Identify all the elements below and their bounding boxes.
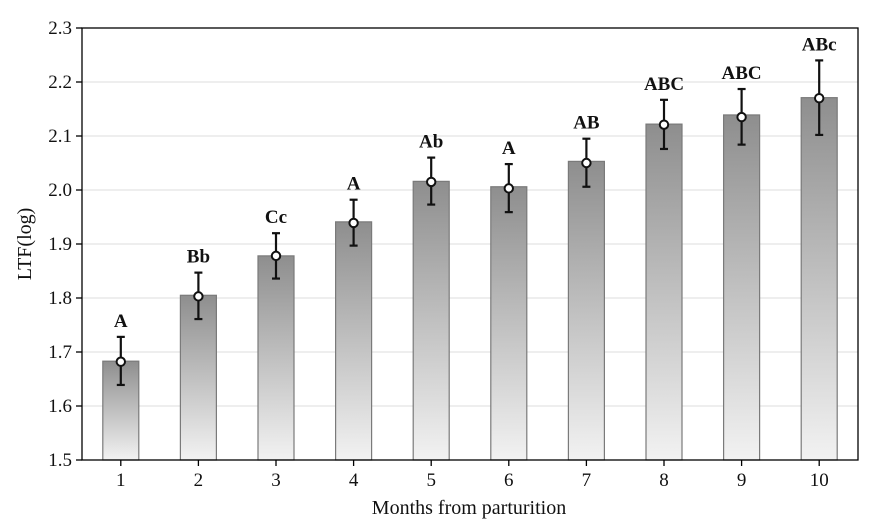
x-tick-label: 4 bbox=[349, 470, 359, 491]
x-tick-label: 2 bbox=[194, 470, 204, 491]
ticks-layer: 1.5 1.6 1.7 1.8 1.9 2.0 2.1 2.2 2.3 1 2 3 4 5 6 7 8 9 10 bbox=[48, 18, 828, 491]
y-tick-label: 1.7 bbox=[48, 342, 72, 363]
group-label: Cc bbox=[265, 207, 287, 228]
mean-point bbox=[503, 183, 514, 194]
x-tick-label: 7 bbox=[582, 470, 592, 491]
mean-point bbox=[814, 93, 825, 104]
x-tick-label: 6 bbox=[504, 470, 514, 491]
bar bbox=[335, 221, 373, 461]
bar bbox=[567, 160, 606, 461]
y-tick-label: 1.9 bbox=[48, 234, 72, 255]
bar bbox=[800, 97, 838, 461]
group-label: A bbox=[347, 174, 361, 195]
group-label: Bb bbox=[187, 247, 210, 268]
y-tick-label: 1.6 bbox=[48, 396, 72, 417]
y-tick-label: 2.3 bbox=[48, 18, 72, 39]
group-label: AB bbox=[573, 113, 600, 134]
y-tick-label: 1.8 bbox=[48, 288, 72, 309]
mean-point bbox=[581, 157, 592, 169]
group-label: A bbox=[114, 311, 128, 332]
x-tick-label: 5 bbox=[426, 470, 436, 491]
group-label: ABC bbox=[644, 74, 684, 95]
x-tick-label: 10 bbox=[810, 470, 829, 491]
mean-point bbox=[736, 111, 747, 123]
mean-point bbox=[193, 291, 204, 302]
y-tick-label: 1.5 bbox=[48, 450, 72, 471]
bar bbox=[645, 123, 683, 461]
x-axis-label: Months from parturition bbox=[372, 497, 566, 519]
y-tick-label: 2.1 bbox=[48, 126, 72, 147]
x-tick-label: 8 bbox=[659, 470, 669, 491]
bar bbox=[412, 180, 450, 461]
bar bbox=[722, 114, 761, 461]
group-label: ABC bbox=[722, 63, 762, 84]
mean-point bbox=[348, 217, 359, 229]
group-labels-layer: A Bb Cc A Ab A AB ABC ABC ABc bbox=[114, 34, 837, 331]
x-tick-label: 3 bbox=[271, 470, 281, 491]
mean-point bbox=[426, 176, 437, 188]
bar bbox=[257, 255, 295, 461]
mean-point bbox=[270, 250, 282, 262]
bar bbox=[490, 186, 528, 461]
y-axis-label: LTF(log) bbox=[14, 208, 36, 281]
x-tick-label: 9 bbox=[737, 470, 747, 491]
bar bbox=[179, 294, 217, 461]
y-tick-label: 2.2 bbox=[48, 72, 72, 93]
group-label: A bbox=[502, 138, 516, 159]
group-label: ABc bbox=[802, 34, 837, 55]
mean-point bbox=[658, 119, 670, 130]
error-bars-layer bbox=[115, 59, 825, 387]
bars-layer bbox=[102, 97, 838, 461]
x-tick-label: 1 bbox=[116, 470, 126, 491]
mean-point bbox=[115, 356, 127, 367]
group-label: Ab bbox=[419, 132, 443, 153]
y-tick-label: 2.0 bbox=[48, 180, 72, 201]
